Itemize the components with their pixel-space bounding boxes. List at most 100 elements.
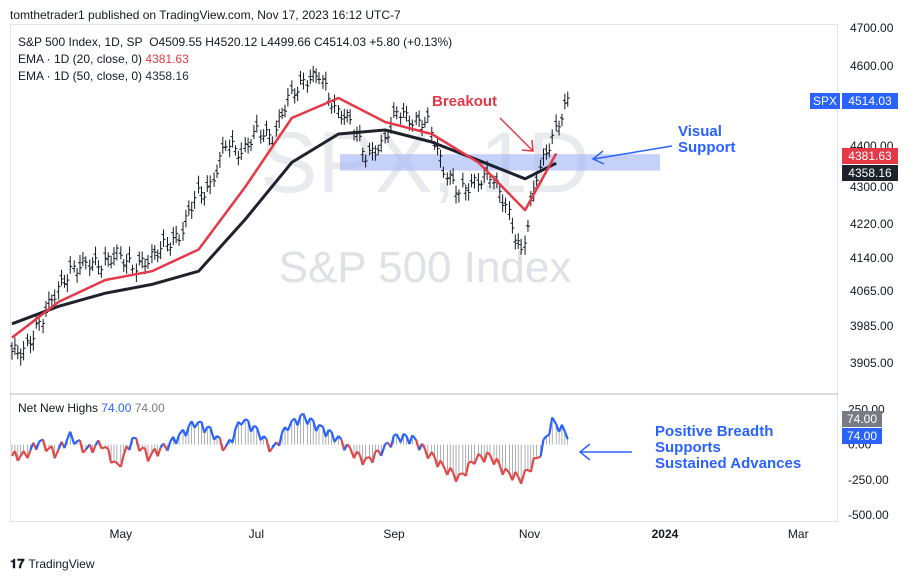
breadth-line-segment [104,446,109,450]
ohlc-bar [373,145,378,161]
price-tag-ema50-text: 4358.16 [848,166,892,180]
breadth-line-segment [545,433,550,438]
legend-ema20-value: 4381.63 [145,52,189,66]
breadth-line-segment [548,417,554,435]
ohlc-bar [554,114,559,132]
ohlc-bar [75,267,80,283]
ema50-line [11,128,557,326]
breadth-line-segment [53,448,60,459]
ohlc-bar [469,173,474,188]
ohlc-bar [65,274,70,293]
ohlc-bar [550,129,555,145]
legend-nnh-row[interactable]: Net New Highs 74.00 74.00 [18,401,165,415]
price-tick-label: 4140.00 [850,251,894,265]
ohlc-bar [215,164,220,178]
ohlc-bar [488,175,493,189]
legend-ema50-row[interactable]: EMA · 1D (50, close, 0) 4358.16 [18,69,189,83]
price-axis[interactable]: 3905.00 3985.00 4065.00 4140.00 4220.00 4300.… [850,21,894,370]
breakout-arrow-head [521,139,534,152]
legend-ema20-row[interactable]: EMA · 1D (20, close, 0) 4381.63 [18,52,189,66]
breadth-line-segment [69,431,76,445]
ohlc-bar [289,80,294,94]
ohlc-bar [254,114,259,133]
ohlc-bar [348,109,353,125]
breadth-line-segment [430,451,436,458]
breadth-line-segment [504,467,511,474]
ohlc-bar [127,246,132,263]
legend-ohlc: O4509.55 H4520.12 L4499.66 C4514.03 +5.8… [149,35,453,49]
breadth-line-segment [439,459,445,467]
breadth-line-segment [122,445,128,456]
annotation-arrows [499,117,673,461]
ohlc-bar [261,129,266,143]
ohlc-bar [544,144,549,160]
breadth-line-segment [193,421,200,429]
ohlc-bar [476,173,481,192]
ohlc-bar [208,175,213,195]
annotation-breadth: Positive Breadth Supports Sustained Adva… [655,424,801,472]
legend-symbol[interactable]: S&P 500 Index, 1D, SP [18,35,143,49]
breadth-line-segment [514,471,520,478]
ohlc-bar [417,110,422,127]
ohlc-bar [171,226,176,246]
price-tick-label: 4300.00 [850,180,894,194]
ohlc-bar [149,244,154,264]
breadth-line-segment [97,439,103,449]
time-tick-label: Nov [519,527,540,541]
ohlc-bar [202,192,207,206]
ohlc-bar [161,229,166,247]
breadth-line-segment [356,450,361,456]
ohlc-bar [425,107,430,124]
breadth-line-segment [498,464,504,476]
support-arrow-head [591,150,605,165]
ohlc-bar [31,330,36,351]
breadth-line-segment [91,444,97,454]
ohlc-bar [283,104,288,118]
annotation-breadth-line1: Positive Breadth [655,423,774,440]
ohlc-bar [451,168,456,184]
price-tick-label: 4600.00 [850,59,894,73]
tradingview-footer[interactable]: 𝟏𝟕 TradingView [10,556,95,572]
breadth-line-segment [296,415,302,426]
breadth-line-segment [42,439,48,452]
time-axis[interactable]: May Jul Sep Nov 2024 Mar [109,527,808,541]
ohlc-bar [25,333,30,347]
breadth-line-segment [128,437,134,451]
breadth-line-segment [536,455,542,460]
breadth-line-segment [203,426,209,434]
ohlc-bar [523,235,528,255]
ohlc-bar [10,342,14,360]
ohlc-bar [314,68,319,84]
ohlc-bar [258,129,263,144]
breadth-line-segment [286,420,293,431]
ohlc-bar [49,294,54,307]
ohlc-bar [379,134,384,153]
breadth-line-segment [240,418,247,426]
ohlc-bar [137,251,142,266]
ohlc-bar [41,318,46,334]
legend-ohlc-row: S&P 500 Index, 1D, SP O4509.55 H4520.12 … [18,35,452,49]
breadth-line-segment [315,424,320,432]
ohlc-bar [370,142,375,161]
breadth-line-segment [26,449,32,459]
breadth-line-segment [216,434,221,439]
breadth-line-segment [539,439,545,457]
breadth-line-segment [82,448,87,454]
breadth-line-segment [426,451,433,460]
breadth-line-segment [402,432,408,437]
ohlc-bar [217,151,222,168]
ohlc-bar [445,172,450,186]
ohlc-bar [243,137,248,153]
ohlc-bar [565,91,570,107]
breadth-line-segment [218,437,224,452]
breadth-line-segment [250,425,255,433]
ohlc-bar [158,241,163,260]
ohlc-bar [212,172,217,187]
ohlc-bar [438,149,443,168]
ohlc-bar [562,93,567,110]
ohlc-bar [510,217,515,234]
annotation-breakout: Breakout [432,93,498,110]
breadth-line-segment [529,457,535,473]
breadth-line-segment [50,445,56,459]
